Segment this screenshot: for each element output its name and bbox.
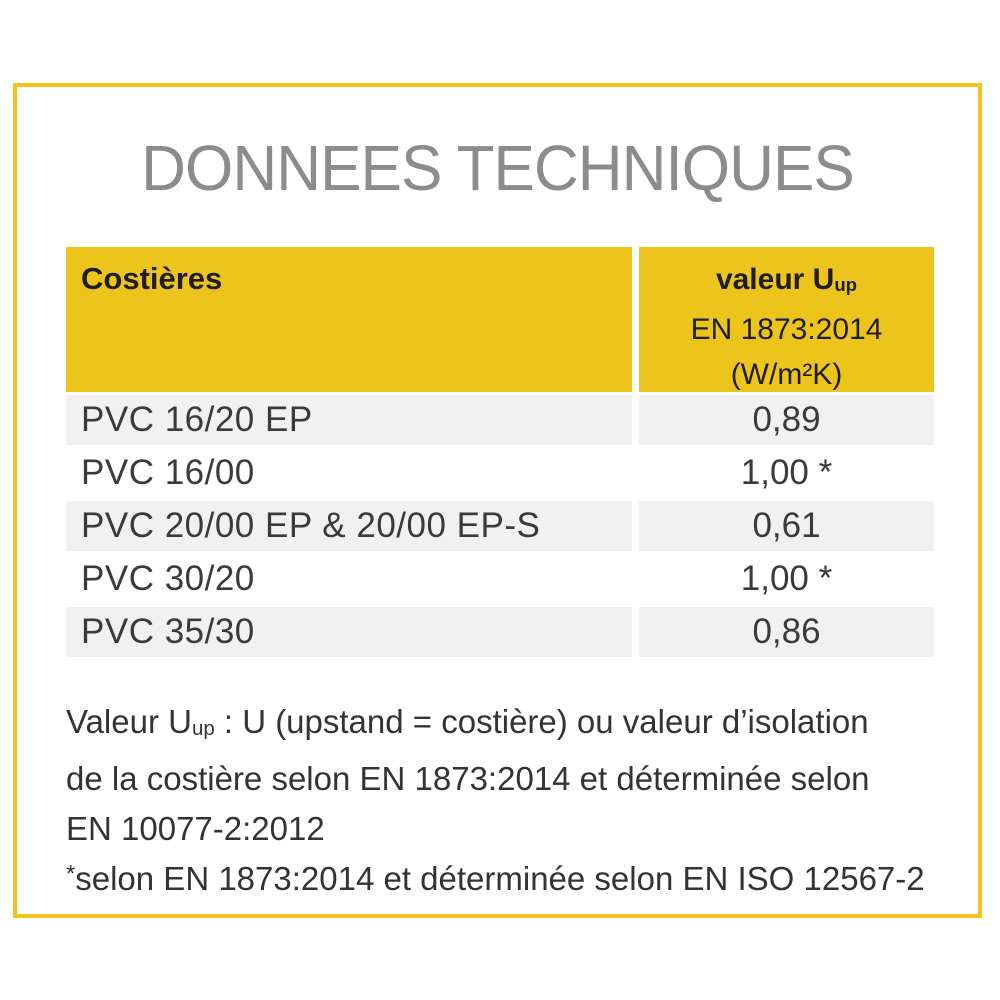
- row-label: PVC 16/20 EP: [66, 395, 632, 445]
- column-divider: [632, 247, 639, 392]
- row-value: 0,86: [639, 607, 934, 657]
- technical-data-table: Costières valeur Uup EN 1873:2014 (W/m²K…: [66, 247, 934, 657]
- header-u-value-label: valeur Uup: [715, 263, 858, 296]
- table-row: PVC 35/30 0,86: [66, 607, 934, 657]
- column-divider: [632, 501, 639, 551]
- content-frame: DONNEES TECHNIQUES Costières valeur Uup …: [13, 83, 982, 918]
- row-value: 1,00 *: [639, 448, 934, 498]
- table-header-row: Costières valeur Uup EN 1873:2014 (W/m²K…: [66, 247, 934, 392]
- column-divider: [632, 448, 639, 498]
- asterisk-marker: *: [66, 860, 76, 888]
- u-subscript: up: [191, 717, 215, 741]
- u-subscript: up: [834, 273, 858, 295]
- table-row: PVC 20/00 EP & 20/00 EP-S 0,61: [66, 501, 934, 551]
- table-row: PVC 16/00 1,00 *: [66, 448, 934, 498]
- row-label: PVC 20/00 EP & 20/00 EP-S: [66, 501, 632, 551]
- row-value: 0,89: [639, 395, 934, 445]
- footnote-line-4: *selon EN 1873:2014 et déterminée selon …: [66, 860, 925, 898]
- footnote-line-1: Valeur Uup : U (upstand = costière) ou v…: [66, 703, 869, 741]
- page-title: DONNEES TECHNIQUES: [141, 132, 855, 204]
- row-value: 0,61: [639, 501, 934, 551]
- table-row: PVC 30/20 1,00 *: [66, 554, 934, 604]
- header-norm-label: EN 1873:2014: [690, 312, 883, 346]
- row-label: PVC 35/30: [66, 607, 632, 657]
- footnote: Valeur Uup : U (upstand = costière) ou v…: [66, 697, 948, 904]
- footnote-line-3: EN 10077-2:2012: [66, 810, 325, 848]
- header-cell-costieres: Costières: [66, 247, 632, 392]
- column-divider: [632, 607, 639, 657]
- row-label: PVC 30/20: [66, 554, 632, 604]
- header-unit-label: (W/m²K): [730, 357, 843, 391]
- row-label: PVC 16/00: [66, 448, 632, 498]
- column-divider: [632, 554, 639, 604]
- table-row: PVC 16/20 EP 0,89: [66, 395, 934, 445]
- column-divider: [632, 395, 639, 445]
- header-cell-u-value: valeur Uup EN 1873:2014 (W/m²K): [639, 247, 934, 392]
- footnote-line-2: de la costière selon EN 1873:2014 et dét…: [66, 760, 870, 798]
- row-value: 1,00 *: [639, 554, 934, 604]
